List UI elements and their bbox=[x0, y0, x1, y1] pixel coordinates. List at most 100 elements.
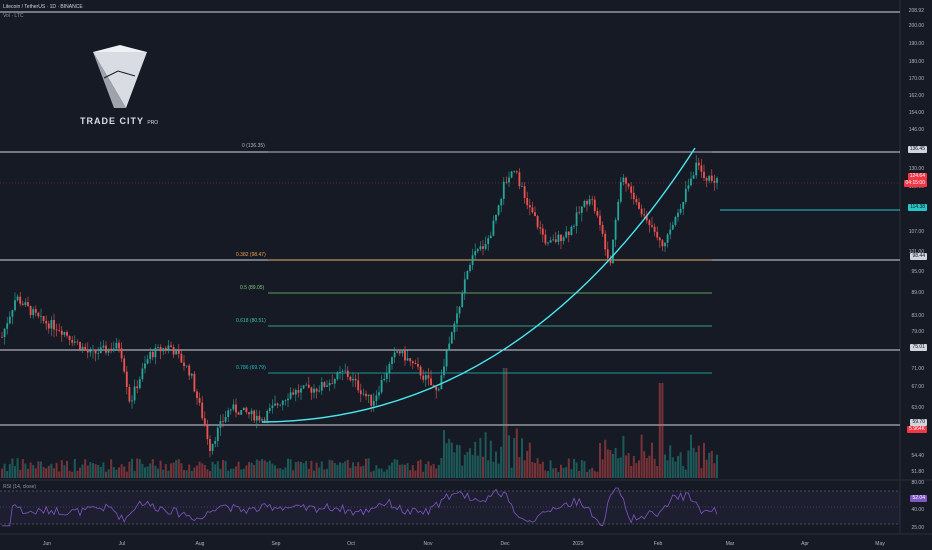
volume-bar bbox=[357, 462, 360, 478]
price-badge: 04:15:00 bbox=[903, 180, 927, 187]
volume-bar bbox=[206, 469, 209, 478]
volume-bar bbox=[3, 463, 6, 478]
candle-body bbox=[305, 384, 308, 386]
candle-body bbox=[411, 361, 414, 364]
candle-body bbox=[341, 371, 344, 372]
volume-bar bbox=[274, 465, 276, 478]
volume-bar bbox=[162, 469, 165, 478]
candle-body bbox=[196, 391, 198, 399]
candle-body bbox=[435, 386, 438, 391]
candle-body bbox=[580, 206, 583, 213]
candle-body bbox=[479, 246, 482, 250]
candle-body bbox=[141, 368, 144, 380]
volume-bar bbox=[183, 469, 185, 478]
volume-bar bbox=[279, 468, 282, 478]
volume-bar bbox=[42, 466, 45, 478]
candle-body bbox=[206, 425, 209, 440]
volume-bar bbox=[45, 468, 48, 478]
price-tick: 130.00 bbox=[908, 166, 924, 172]
volume-bar bbox=[326, 468, 328, 478]
volume-bar bbox=[692, 447, 695, 478]
candle-body bbox=[606, 249, 609, 259]
candle-body bbox=[235, 404, 237, 413]
volume-bar bbox=[242, 468, 245, 478]
volume-bar bbox=[372, 470, 375, 478]
volume-bar bbox=[497, 463, 500, 478]
volume-bar bbox=[489, 440, 492, 478]
volume-bar bbox=[14, 466, 16, 478]
candle-body bbox=[149, 351, 152, 360]
volume-bar bbox=[352, 462, 354, 478]
volume-bar bbox=[157, 468, 159, 478]
volume-bar bbox=[21, 459, 24, 478]
volume-bar bbox=[112, 467, 115, 478]
volume-bar bbox=[193, 467, 196, 478]
price-badge: 136.45 bbox=[907, 146, 927, 153]
candle-body bbox=[552, 239, 555, 241]
candle-body bbox=[484, 244, 487, 249]
volume-bar bbox=[456, 444, 458, 478]
parabolic-curve[interactable] bbox=[261, 147, 696, 423]
volume-bar bbox=[92, 463, 94, 478]
volume-bar bbox=[638, 460, 640, 478]
candle-body bbox=[151, 351, 154, 358]
volume-bar bbox=[463, 454, 466, 478]
volume-bar bbox=[105, 471, 107, 478]
price-tick: 83.00 bbox=[911, 313, 924, 319]
candle-body bbox=[547, 242, 549, 244]
candle-body bbox=[276, 403, 279, 406]
volume-bar bbox=[258, 460, 261, 478]
candle-body bbox=[136, 386, 139, 389]
candle-body bbox=[430, 378, 432, 386]
price-pane bbox=[0, 0, 900, 478]
candle-body bbox=[76, 341, 79, 343]
candle-body bbox=[346, 370, 349, 377]
volume-bar bbox=[505, 368, 508, 478]
candle-body bbox=[534, 212, 536, 216]
volume-bar bbox=[248, 462, 250, 478]
volume-bar bbox=[448, 438, 451, 478]
candle-body bbox=[495, 214, 497, 221]
candle-body bbox=[336, 372, 339, 380]
volume-bar bbox=[144, 467, 146, 478]
rsi-tick: 25.00 bbox=[911, 525, 924, 531]
candle-body bbox=[328, 382, 331, 386]
volume-bar bbox=[482, 456, 484, 478]
volume-bar bbox=[284, 467, 287, 478]
volume-bar bbox=[687, 450, 690, 478]
candle-body bbox=[63, 332, 66, 335]
volume-bar bbox=[154, 465, 157, 478]
candle-body bbox=[284, 400, 287, 401]
candle-body bbox=[222, 421, 224, 422]
candle-body bbox=[437, 389, 440, 391]
volume-bar bbox=[177, 459, 180, 478]
candle-body bbox=[432, 385, 435, 387]
volume-bar bbox=[188, 464, 191, 478]
price-tick: 54.40 bbox=[911, 453, 924, 459]
candle-body bbox=[123, 358, 126, 372]
candle-body bbox=[541, 228, 544, 235]
volume-bar bbox=[411, 465, 414, 478]
volume-bar bbox=[201, 463, 204, 478]
candle-body bbox=[573, 225, 575, 227]
volume-bar bbox=[297, 461, 300, 478]
candle-body bbox=[716, 178, 718, 183]
volume-bar bbox=[24, 463, 27, 478]
candle-body bbox=[279, 404, 282, 406]
volume-bar bbox=[606, 449, 609, 478]
candle-body bbox=[131, 400, 133, 402]
volume-bar bbox=[235, 466, 237, 478]
candle-body bbox=[289, 392, 292, 399]
volume-bar bbox=[211, 461, 214, 478]
candle-body bbox=[474, 251, 477, 256]
volume-bar bbox=[515, 428, 518, 478]
candle-body bbox=[110, 348, 113, 351]
volume-bar bbox=[315, 462, 318, 478]
volume-bar bbox=[240, 469, 243, 478]
candle-body bbox=[560, 234, 562, 242]
volume-bar bbox=[671, 457, 674, 478]
volume-bar bbox=[388, 465, 391, 478]
candle-body bbox=[281, 400, 284, 405]
candle-body bbox=[562, 237, 565, 242]
